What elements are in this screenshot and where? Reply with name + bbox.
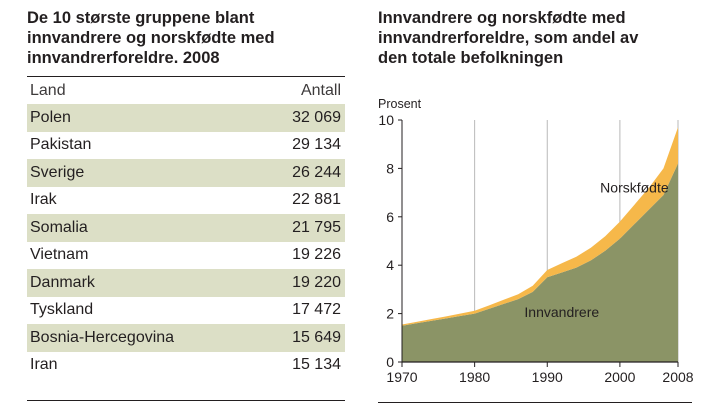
table-row: Somalia 21 795 [27, 214, 345, 242]
chart-title: Innvandrere og norskfødte med innvandrer… [378, 8, 696, 68]
country-count: 15 649 [259, 324, 345, 352]
chart-title-line: innvandrerforeldre, som andel av [378, 29, 639, 47]
country-name: Danmark [27, 269, 260, 297]
chart-bottom-rule [378, 402, 692, 403]
area-innvandrere [402, 163, 678, 362]
y-tick-label: 10 [378, 112, 394, 128]
country-count: 26 244 [259, 159, 345, 187]
table-row: Iran 15 134 [27, 352, 345, 380]
area-norskfødte [402, 127, 678, 326]
table-row: Pakistan 29 134 [27, 132, 345, 160]
country-name: Polen [27, 104, 260, 132]
table-row: Vietnam 19 226 [27, 242, 345, 270]
country-count: 15 134 [292, 356, 341, 374]
table-row: Danmark 19 220 [27, 269, 345, 297]
table-title-line: innvandrerforeldre. 2008 [27, 49, 220, 67]
y-tick-label: 8 [386, 160, 394, 176]
country-name: Tyskland [30, 301, 94, 319]
x-tick-label: 1980 [459, 369, 490, 385]
table-bottom-rule [27, 400, 345, 401]
table-top-rule [27, 76, 345, 77]
chart-title-line: Innvandrere og norskfødte med [378, 9, 626, 27]
y-tick-label: 0 [386, 354, 394, 370]
column-header-antall: Antall [300, 82, 341, 99]
table-row: Polen 32 069 [27, 104, 345, 132]
x-tick-label: 1970 [386, 369, 417, 385]
country-name: Irak [30, 191, 57, 209]
table-row: Tyskland 17 472 [27, 297, 345, 325]
country-name: Sverige [27, 159, 260, 187]
area-chart: 1970 1980 1990 2000 2008 0 2 4 6 8 10 Prosent Norsk… [378, 97, 694, 385]
table-panel: De 10 største gruppene blant innvandrere… [27, 8, 345, 379]
country-table: Land Antall Polen 32 069 Pakistan 29 134… [27, 78, 345, 379]
y-tick-label: 4 [386, 257, 394, 273]
column-header-land: Land [30, 82, 66, 99]
country-name: Bosnia-Hercegovina [27, 324, 260, 352]
y-tick-label: 2 [386, 306, 394, 322]
x-tick-label: 1990 [532, 369, 563, 385]
y-tick-label: 6 [386, 209, 394, 225]
axes: 1970 1980 1990 2000 2008 0 2 4 6 8 10 [378, 112, 693, 385]
x-tick-label: 2000 [604, 369, 635, 385]
chart-panel: Innvandrere og norskfødte med innvandrer… [378, 8, 696, 76]
country-name: Vietnam [30, 246, 89, 264]
table-title-line: De 10 største gruppene blant [27, 9, 255, 27]
country-count: 22 881 [292, 191, 341, 209]
chart-labels: Prosent Norskfødte Innvandrere [378, 97, 669, 320]
x-tick-label: 2008 [662, 369, 693, 385]
annotation-label: Innvandrere [524, 304, 599, 320]
table-row: Sverige 26 244 [27, 159, 345, 187]
country-count: 17 472 [292, 301, 341, 319]
table-title: De 10 største gruppene blant innvandrere… [27, 8, 345, 68]
table-row: Bosnia-Hercegovina 15 649 [27, 324, 345, 352]
country-name: Somalia [27, 214, 260, 242]
country-count: 21 795 [259, 214, 345, 242]
table-header-row: Land Antall [27, 78, 345, 104]
chart-title-line: den totale befolkningen [378, 49, 564, 67]
annotation-label: Norskfødte [600, 180, 669, 196]
area-series [402, 127, 678, 362]
country-count: 29 134 [292, 136, 341, 154]
country-count: 19 220 [259, 269, 345, 297]
country-count: 32 069 [259, 104, 345, 132]
table-row: Irak 22 881 [27, 187, 345, 215]
table-title-line: innvandrere og norskfødte med [27, 29, 275, 47]
country-count: 19 226 [292, 246, 341, 264]
country-name: Iran [30, 356, 58, 374]
y-axis-label: Prosent [378, 97, 422, 111]
country-name: Pakistan [30, 136, 92, 154]
